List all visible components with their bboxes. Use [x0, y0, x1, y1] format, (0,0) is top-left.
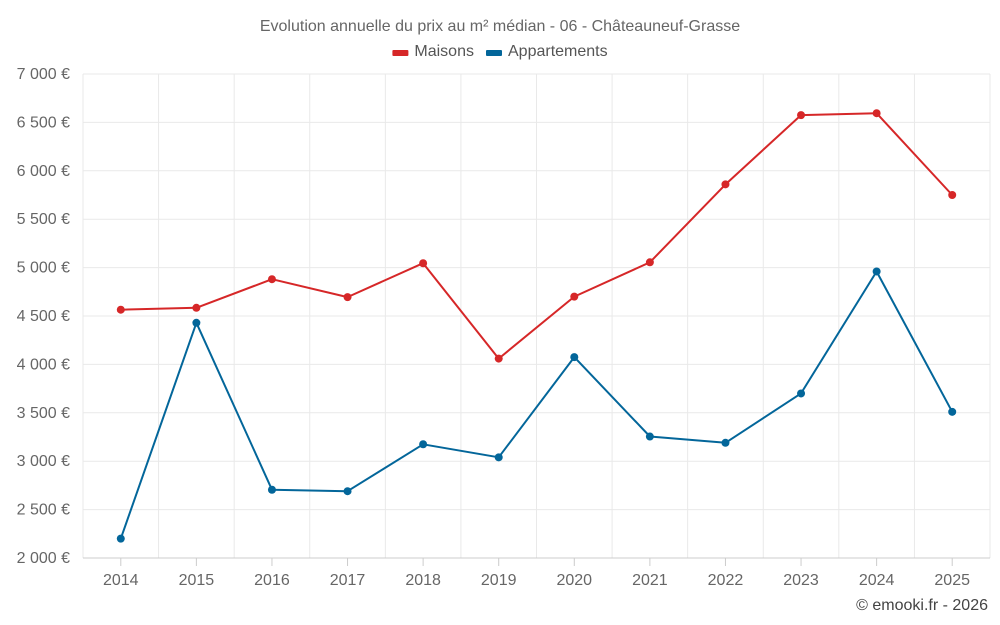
data-point-appartements	[267, 485, 276, 494]
data-point-maisons	[343, 293, 352, 302]
data-point-maisons	[872, 109, 881, 118]
data-point-maisons	[948, 191, 957, 199]
chart-legend: Maisons Appartements	[392, 43, 608, 60]
data-point-appartements	[494, 453, 503, 462]
x-tick-label: 2015	[179, 572, 215, 589]
data-point-appartements	[116, 534, 125, 543]
series-line-appartements	[119, 270, 954, 539]
data-point-appartements	[721, 438, 730, 447]
legend-swatch	[486, 50, 502, 56]
data-point-maisons	[419, 259, 428, 268]
series-line-maisons	[120, 112, 953, 360]
chart-series	[116, 109, 957, 543]
data-point-appartements	[948, 407, 957, 416]
chart-title: Evolution annuelle du prix au m² médian …	[260, 18, 740, 35]
data-point-appartements	[570, 353, 579, 362]
legend-item-maisons: Maisons	[392, 43, 474, 60]
x-tick-label: 2018	[405, 572, 441, 589]
legend-swatch	[392, 50, 409, 56]
data-point-maisons	[192, 303, 201, 312]
x-tick-label: 2025	[934, 572, 970, 589]
y-tick-label: 3 500 €	[17, 405, 70, 422]
x-axis: 2014 2015 2016 2017 2018 2019 2020 2021 2022 2023…	[83, 557, 990, 589]
legend-label: Maisons	[414, 43, 474, 60]
data-point-appartements	[645, 432, 654, 441]
x-tick-label: 2021	[632, 572, 668, 589]
x-tick-label: 2014	[103, 572, 139, 589]
x-tick-label: 2022	[708, 572, 744, 589]
x-tick-label: 2023	[783, 572, 819, 589]
data-point-maisons	[645, 258, 654, 267]
data-point-appartements	[192, 318, 201, 327]
data-point-maisons	[267, 275, 276, 284]
data-point-appartements	[343, 487, 352, 496]
x-tick-label: 2019	[481, 572, 517, 589]
data-point-maisons	[116, 305, 125, 314]
x-tick-label: 2024	[859, 572, 895, 589]
data-point-maisons	[570, 292, 579, 301]
data-point-maisons	[721, 180, 730, 189]
data-point-maisons	[797, 111, 806, 120]
x-tick-label: 2020	[556, 572, 592, 589]
x-tick-label: 2016	[254, 572, 290, 589]
y-axis: 2 000 € 2 500 € 3 000 € 3 500 € 4 000 € 4 500…	[17, 66, 70, 567]
y-tick-label: 7 000 €	[17, 66, 70, 83]
y-tick-label: 2 500 €	[17, 502, 70, 519]
y-tick-label: 2 000 €	[17, 550, 70, 567]
y-tick-label: 5 500 €	[17, 211, 70, 228]
legend-item-appartements: Appartements	[486, 43, 608, 60]
data-point-appartements	[419, 440, 428, 449]
data-point-appartements	[797, 389, 806, 398]
y-tick-label: 6 000 €	[17, 163, 70, 180]
x-tick-label: 2017	[330, 572, 366, 589]
y-tick-label: 4 500 €	[17, 308, 70, 325]
data-point-appartements	[872, 267, 881, 276]
y-tick-label: 3 000 €	[17, 453, 70, 470]
y-tick-label: 5 000 €	[17, 260, 70, 277]
credit-text: © emooki.fr - 2026	[856, 597, 988, 614]
y-tick-label: 4 000 €	[17, 356, 70, 373]
y-tick-label: 6 500 €	[17, 114, 70, 131]
data-point-maisons	[494, 354, 503, 363]
chart-grid	[82, 73, 991, 558]
legend-label: Appartements	[508, 43, 608, 60]
